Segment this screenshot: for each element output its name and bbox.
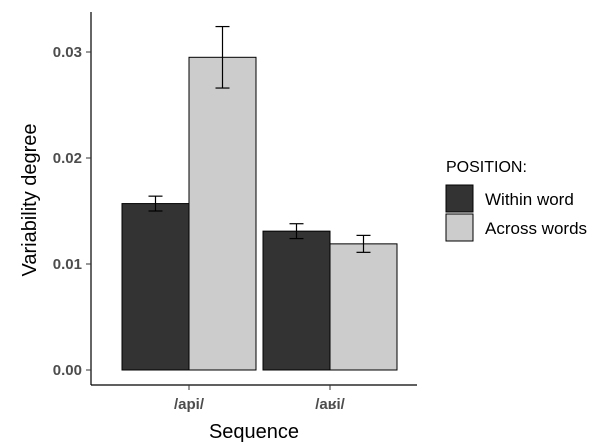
legend-label: Across words — [485, 219, 587, 238]
y-tick-label: 0.01 — [53, 256, 82, 273]
bar-across-words — [329, 243, 398, 371]
y-tick-label: 0.03 — [53, 44, 82, 61]
bar-within-word — [262, 230, 331, 371]
y-tick-label: 0.00 — [53, 362, 82, 379]
error-bar — [289, 223, 304, 240]
legend-title: POSITION: — [446, 159, 527, 176]
x-axis-ticks: /api/ /aʁi/ — [174, 385, 346, 413]
bar-across-words — [188, 56, 257, 371]
error-bar — [356, 234, 371, 253]
x-axis-title: Sequence — [209, 421, 299, 443]
y-tick-label: 0.02 — [53, 150, 82, 167]
x-tick-label: /aʁi/ — [315, 396, 345, 413]
legend: POSITION: Within word Across words — [445, 159, 587, 242]
error-bar — [148, 195, 163, 212]
legend-label: Within word — [485, 190, 574, 209]
bar-within-word — [121, 203, 190, 371]
plot-area — [121, 25, 398, 371]
y-axis-ticks: 0.00 0.01 0.02 0.03 — [53, 44, 91, 379]
y-axis-title: Variability degree — [19, 123, 41, 276]
error-bar — [215, 25, 230, 89]
legend-swatch — [445, 184, 474, 213]
x-tick-label: /api/ — [174, 396, 205, 413]
legend-swatch — [445, 213, 474, 242]
